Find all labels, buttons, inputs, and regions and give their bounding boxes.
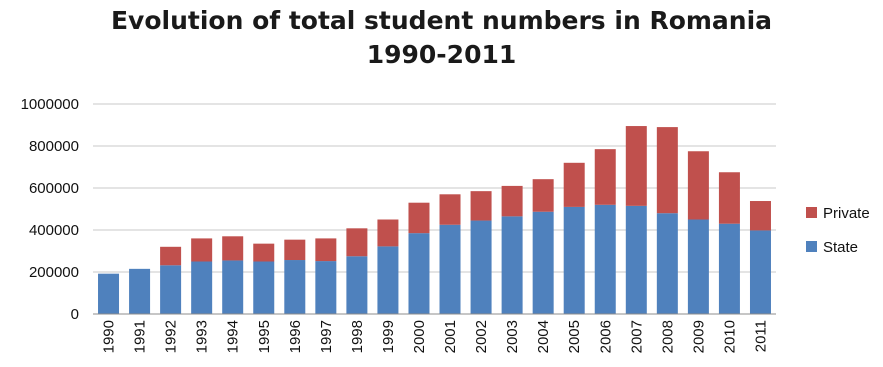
x-tick-label: 1991 [132, 320, 149, 353]
y-tick-label: 200000 [29, 264, 79, 281]
bar-private-1999 [377, 219, 399, 247]
bar-state-1994 [222, 260, 244, 314]
bar-state-2003 [501, 216, 523, 314]
x-tick-label: 1998 [349, 320, 366, 353]
legend-swatch-state [806, 241, 817, 252]
bar-private-2011 [749, 201, 771, 231]
x-tick-label: 2010 [721, 320, 738, 353]
bar-private-2001 [439, 194, 461, 225]
x-tick-label: 1995 [256, 320, 273, 353]
bar-private-2006 [594, 149, 616, 205]
bar-private-1994 [222, 236, 244, 261]
bar-state-2006 [594, 204, 616, 314]
x-tick-label: 2008 [659, 320, 676, 353]
bar-private-2005 [563, 162, 585, 207]
x-tick-label: 1996 [287, 320, 304, 353]
x-tick-label: 1999 [380, 320, 397, 353]
y-tick-label: 600000 [29, 180, 79, 197]
bars [98, 126, 771, 314]
chart-title-line: Evolution of total student numbers in Ro… [110, 6, 773, 35]
bar-state-2009 [687, 219, 709, 314]
bar-state-1998 [346, 256, 368, 314]
bar-state-1993 [191, 261, 213, 314]
bar-private-1997 [315, 238, 337, 262]
bar-private-1998 [346, 228, 368, 257]
bar-state-1999 [377, 246, 399, 314]
chart-subtitle: 1990-2011 [366, 40, 517, 69]
bar-private-1993 [191, 238, 213, 262]
x-axis-ticks: 1990 1991 1992 1993 1994 1995 1996 1997 1998 1999… [101, 320, 770, 353]
legend-swatch-private [806, 207, 817, 218]
x-tick-label: 1992 [163, 320, 180, 353]
bar-private-2010 [718, 172, 740, 224]
bar-state-1991 [129, 268, 151, 314]
bar-state-2008 [656, 213, 678, 314]
x-tick-label: 2011 [752, 320, 769, 352]
bar-private-2008 [656, 127, 678, 214]
bar-private-2007 [625, 126, 647, 206]
bar-state-1997 [315, 261, 337, 314]
x-tick-label: 1997 [318, 320, 335, 353]
bar-state-2005 [563, 206, 585, 314]
x-tick-label: 1990 [101, 320, 118, 353]
bar-private-1992 [160, 246, 182, 266]
y-axis-ticks: 0 200000 400000 600000 800000 1000000 [21, 96, 79, 323]
bar-state-2011 [749, 230, 771, 314]
bar-state-1996 [284, 260, 306, 314]
bar-state-2000 [408, 233, 430, 314]
bar-private-1996 [284, 239, 306, 261]
bar-private-2004 [532, 179, 554, 212]
chart-title: Evolution of total student numbers in Ro… [0, 4, 883, 72]
legend-label-private: Private [823, 205, 870, 222]
legend: Private State [806, 205, 870, 256]
legend-label-state: State [823, 239, 858, 256]
bar-private-2002 [470, 191, 492, 221]
x-tick-label: 2003 [504, 320, 521, 353]
bar-state-1990 [98, 273, 120, 314]
y-tick-label: 1000000 [21, 96, 79, 113]
y-tick-label: 400000 [29, 222, 79, 239]
x-tick-label: 2002 [473, 320, 490, 353]
x-tick-label: 2009 [690, 320, 707, 353]
x-tick-label: 2000 [411, 320, 428, 353]
bar-state-2004 [532, 211, 554, 314]
bar-state-2007 [625, 205, 647, 314]
bar-state-2002 [470, 220, 492, 314]
bar-state-2010 [718, 223, 740, 314]
x-tick-label: 1993 [194, 320, 211, 353]
bar-private-2003 [501, 185, 523, 217]
x-tick-label: 1994 [225, 320, 242, 353]
x-tick-label: 2004 [535, 320, 552, 353]
bar-private-2009 [687, 151, 709, 220]
bar-state-1995 [253, 261, 275, 314]
bar-private-1995 [253, 243, 275, 262]
x-tick-label: 2006 [597, 320, 614, 353]
x-tick-label: 2005 [566, 320, 583, 353]
bar-private-2000 [408, 202, 430, 234]
bar-state-1992 [160, 265, 182, 314]
x-tick-label: 2007 [628, 320, 645, 353]
bar-state-2001 [439, 224, 461, 314]
y-tick-label: 0 [71, 306, 79, 323]
y-tick-label: 800000 [29, 138, 79, 155]
x-tick-label: 2001 [442, 320, 459, 353]
